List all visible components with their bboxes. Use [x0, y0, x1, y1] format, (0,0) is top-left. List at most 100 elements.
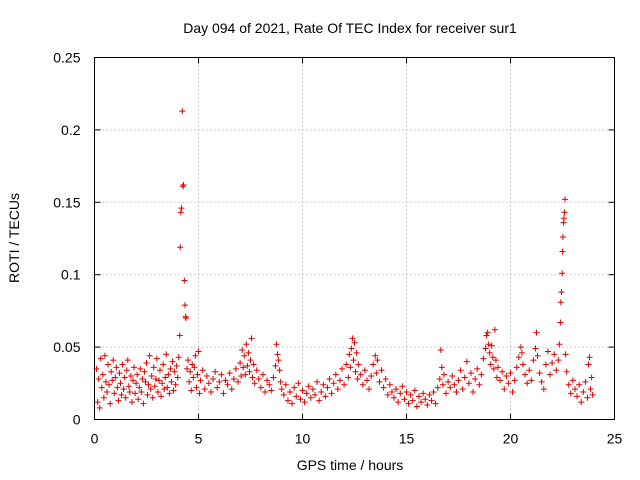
data-point [280, 391, 287, 398]
data-point [126, 388, 133, 395]
data-point [428, 397, 435, 404]
data-points [93, 108, 596, 411]
data-point [585, 361, 592, 368]
data-point [239, 346, 246, 353]
data-point [322, 393, 329, 400]
data-point [395, 399, 402, 406]
data-point [175, 354, 182, 361]
data-point [190, 374, 197, 381]
data-point [293, 393, 300, 400]
data-point [183, 315, 190, 322]
y-tick-label: 0.05 [53, 339, 80, 355]
data-point [544, 348, 551, 355]
data-point [93, 365, 100, 372]
data-point [528, 377, 535, 384]
data-point [99, 371, 106, 378]
data-point [432, 400, 439, 407]
data-point [420, 390, 427, 397]
data-point [212, 368, 219, 375]
data-point [152, 375, 159, 382]
data-point [199, 367, 206, 374]
data-point [201, 386, 208, 393]
data-point [247, 357, 254, 364]
data-point [251, 380, 258, 387]
data-point [179, 183, 186, 190]
data-point [332, 371, 339, 378]
data-point [275, 357, 282, 364]
data-point [210, 375, 217, 382]
data-point [134, 371, 141, 378]
data-point [145, 381, 152, 388]
data-point [580, 388, 587, 395]
data-point [303, 390, 310, 397]
data-point [274, 351, 281, 358]
data-point [115, 397, 122, 404]
data-point [439, 381, 446, 388]
data-point [497, 377, 504, 384]
data-point [556, 341, 563, 348]
data-point [399, 383, 406, 390]
data-point [192, 352, 199, 359]
data-point [161, 386, 168, 393]
data-point [349, 335, 356, 342]
data-point [249, 374, 256, 381]
data-point [472, 375, 479, 382]
data-point [253, 367, 260, 374]
data-point [172, 381, 179, 388]
data-point [111, 390, 118, 397]
data-point [257, 384, 264, 391]
data-point [119, 361, 126, 368]
data-point [168, 378, 175, 385]
data-point [230, 375, 237, 382]
x-axis-label: GPS time / hours [297, 457, 404, 473]
data-point [513, 364, 520, 371]
data-point [490, 365, 497, 372]
data-point [530, 357, 537, 364]
data-point [584, 394, 591, 401]
data-point [181, 277, 188, 284]
data-point [94, 399, 101, 406]
chart-title: Day 094 of 2021, Rate Of TEC Index for r… [183, 20, 517, 36]
data-point [547, 371, 554, 378]
data-point [370, 361, 377, 368]
data-point [488, 342, 495, 349]
data-point [301, 399, 308, 406]
x-tick-label: 10 [295, 431, 311, 447]
data-point [110, 357, 117, 364]
data-point [135, 396, 142, 403]
data-point [540, 386, 547, 393]
data-point [391, 394, 398, 401]
data-point [372, 352, 379, 359]
data-point [505, 380, 512, 387]
data-point [463, 358, 470, 365]
data-point [437, 346, 444, 353]
data-point [324, 384, 331, 391]
data-point [146, 352, 153, 359]
data-point [484, 329, 491, 336]
data-point [334, 386, 341, 393]
data-point [118, 391, 125, 398]
data-point [434, 384, 441, 391]
data-point [587, 386, 594, 393]
data-point [307, 394, 314, 401]
data-point [165, 371, 172, 378]
data-point [214, 384, 221, 391]
data-point [559, 234, 566, 241]
data-point [562, 351, 569, 358]
data-point [138, 388, 145, 395]
data-point [155, 377, 162, 384]
data-point [499, 368, 506, 375]
data-point [178, 205, 185, 212]
data-point [108, 368, 115, 375]
y-tick-label: 0.2 [61, 122, 81, 138]
data-point [440, 371, 447, 378]
data-point [264, 377, 271, 384]
data-point [277, 378, 284, 385]
data-point [478, 371, 485, 378]
data-point [532, 345, 539, 352]
data-point [291, 384, 298, 391]
data-point [565, 381, 572, 388]
data-point [386, 381, 393, 388]
data-point [259, 371, 266, 378]
